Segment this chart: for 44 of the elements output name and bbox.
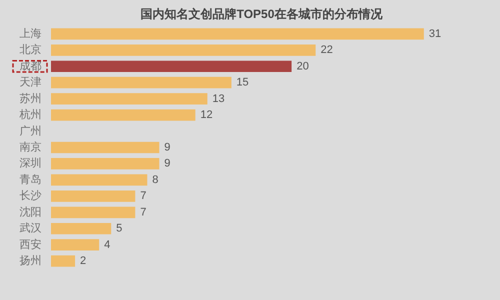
y-tick-label: 上海 bbox=[20, 26, 42, 40]
bar bbox=[51, 60, 292, 72]
bar bbox=[51, 190, 136, 202]
data-label: 5 bbox=[116, 222, 122, 235]
bar bbox=[51, 76, 232, 88]
data-label: 22 bbox=[320, 44, 333, 56]
y-tick-label: 杭州 bbox=[18, 108, 42, 122]
bar bbox=[51, 28, 424, 40]
data-label: 9 bbox=[164, 142, 170, 154]
y-tick-label: 天津 bbox=[20, 76, 42, 89]
data-label: 7 bbox=[140, 190, 146, 202]
data-label: 7 bbox=[140, 206, 146, 218]
bar bbox=[51, 255, 76, 267]
data-label: 12 bbox=[200, 109, 213, 122]
chart-title: 国内知名文创品牌TOP50在各城市的分布情况 bbox=[140, 7, 384, 21]
bar bbox=[51, 222, 112, 234]
data-label: 9 bbox=[164, 158, 170, 170]
y-tick-label: 成都 bbox=[20, 59, 42, 72]
bar bbox=[51, 142, 160, 154]
y-tick-label: 扬州 bbox=[20, 254, 42, 268]
y-tick-label: 广州 bbox=[20, 124, 42, 138]
data-label: 15 bbox=[236, 76, 249, 89]
y-tick-label: 长沙 bbox=[20, 189, 42, 202]
y-tick-label: 青岛 bbox=[20, 172, 42, 186]
y-tick-label: 深圳 bbox=[20, 156, 42, 170]
bar bbox=[51, 158, 160, 170]
data-label: 4 bbox=[104, 238, 110, 251]
y-tick-label: 武汉 bbox=[20, 222, 42, 235]
data-label: 13 bbox=[212, 92, 225, 105]
bar bbox=[51, 206, 136, 218]
bar bbox=[51, 174, 148, 186]
bar bbox=[51, 109, 196, 121]
y-tick-label: 苏州 bbox=[20, 92, 42, 105]
y-tick-label: 沈阳 bbox=[20, 205, 42, 218]
data-label: 20 bbox=[296, 60, 309, 72]
bar bbox=[51, 44, 316, 56]
bar bbox=[51, 93, 208, 105]
bar bbox=[51, 239, 100, 251]
y-tick-label: 北京 bbox=[20, 43, 42, 56]
y-tick-label: 南京 bbox=[20, 140, 42, 154]
data-label: 31 bbox=[428, 28, 442, 40]
data-label: 2 bbox=[80, 255, 86, 268]
y-tick-label: 西安 bbox=[20, 238, 42, 251]
data-label: 8 bbox=[152, 174, 158, 186]
